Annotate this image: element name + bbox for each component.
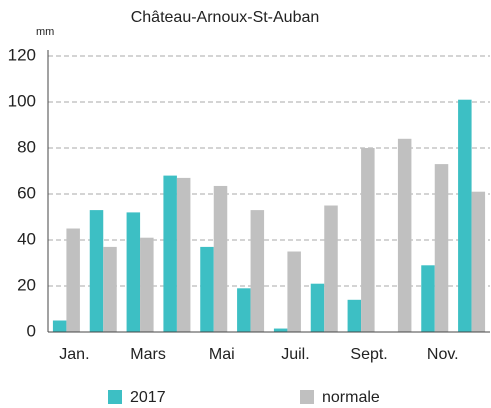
- bar: [310, 283, 325, 332]
- bar: [52, 320, 67, 332]
- x-tick-label: Juil.: [281, 346, 309, 363]
- x-tick-label: Mai: [209, 346, 235, 363]
- bar: [324, 205, 338, 332]
- bar: [163, 175, 177, 332]
- legend-swatch: [300, 390, 314, 404]
- x-tick-label: Nov.: [427, 346, 459, 363]
- bar: [347, 299, 362, 332]
- bar: [176, 177, 191, 332]
- bar: [213, 185, 228, 332]
- legend-label: 2017: [130, 389, 166, 406]
- bar: [361, 148, 375, 332]
- bar: [434, 164, 449, 332]
- bar: [458, 99, 472, 332]
- bar: [140, 237, 154, 332]
- bar: [66, 228, 80, 332]
- y-tick-label: 40: [17, 229, 36, 248]
- bar: [421, 265, 435, 332]
- bar: [397, 138, 412, 332]
- bar: [200, 246, 214, 332]
- y-tick-label: 60: [17, 183, 36, 202]
- bar: [273, 328, 288, 332]
- legend-label: normale: [322, 389, 380, 406]
- x-tick-label: Mars: [130, 346, 166, 363]
- bar: [89, 210, 104, 332]
- x-tick-label: Jan.: [59, 346, 89, 363]
- x-tick-label: Sept.: [350, 346, 387, 363]
- legend-swatch: [108, 390, 122, 404]
- y-axis-label: mm: [36, 26, 54, 38]
- y-tick-label: 80: [17, 137, 36, 156]
- y-tick-label: 120: [8, 45, 36, 64]
- bar: [250, 210, 265, 332]
- y-tick-label: 20: [17, 275, 36, 294]
- bar: [103, 246, 117, 332]
- y-tick-label: 0: [27, 321, 36, 340]
- bar: [126, 212, 141, 332]
- y-tick-label: 100: [8, 91, 36, 110]
- chart-title: Château-Arnoux-St-Auban: [131, 9, 320, 26]
- bar: [287, 251, 301, 332]
- bar: [237, 288, 251, 332]
- bar: [471, 191, 486, 332]
